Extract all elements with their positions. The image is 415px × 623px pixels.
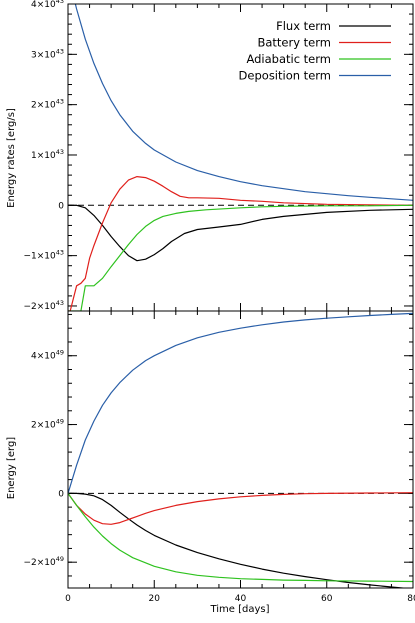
bottom-series [68, 312, 413, 588]
bottom-line-flux-term [68, 492, 409, 588]
top-line-battery-term [68, 176, 413, 311]
xtick-label: 20 [149, 594, 161, 604]
bottom-ytick-label: 2×1049 [31, 418, 64, 431]
bottom-ytick-label: −2×1049 [23, 555, 64, 568]
legend-label: Deposition term [239, 69, 331, 83]
bottom-ytick-exponent: 49 [56, 349, 64, 357]
bottom-ytick-label: 4×1049 [31, 349, 64, 362]
top-ytick-exponent: 43 [56, 0, 64, 5]
top-ytick-label: 0 [58, 201, 64, 211]
top-ytick-label: −2×1043 [23, 299, 64, 312]
top-ytick-exponent: 43 [56, 148, 64, 156]
bottom-ticks [67, 311, 414, 588]
top-ytick-exponent: 43 [56, 98, 64, 106]
top-frame [67, 3, 414, 312]
xtick-label: 60 [321, 594, 333, 604]
top-ytick-exponent: 43 [56, 47, 64, 55]
bottom-ytick-mantissa: −2×10 [23, 558, 56, 568]
top-ytick-label: −1×1043 [23, 249, 64, 262]
bottom-ytick-exponent: 49 [56, 555, 64, 563]
xlabel: Time [days] [209, 604, 269, 615]
top-ytick-mantissa: 3×10 [31, 50, 56, 60]
bottom-ytick-mantissa: 4×10 [31, 352, 56, 362]
legend-label: Adiabatic term [246, 52, 331, 66]
top-ytick-exponent: 43 [56, 249, 64, 257]
bottom-ytick-exponent: 49 [56, 418, 64, 426]
bottom-line-battery-term [68, 492, 413, 525]
legend-label: Battery term [257, 36, 331, 50]
xtick-label: 80 [407, 594, 415, 604]
top-ytick-mantissa: 1×10 [31, 151, 56, 161]
xtick-label: 0 [65, 594, 71, 604]
top-ticks [67, 3, 414, 311]
top-ytick-exponent: 43 [56, 299, 64, 307]
bottom-ytick-mantissa: 0 [58, 489, 64, 499]
top-ytick-mantissa: 2×10 [31, 101, 56, 111]
top-ytick-label: 3×1043 [31, 47, 64, 60]
top-line-flux-term [68, 204, 413, 262]
bottom-ytick-label: 0 [58, 489, 64, 499]
top-ylabel: Energy rates [erg/s] [6, 108, 17, 208]
top-panel: −2×1043−1×104301×10432×10433×10434×1043 … [6, 0, 414, 312]
bottom-ylabel: Energy [erg] [6, 437, 17, 500]
top-ytick-label: 1×1043 [31, 148, 64, 161]
xtick-label: 40 [235, 594, 247, 604]
bottom-line-deposition-term [68, 312, 413, 494]
bottom-line-adiabatic-term [68, 493, 413, 583]
top-ytick-mantissa: −1×10 [23, 252, 56, 262]
top-line-adiabatic-term [68, 204, 413, 311]
legend-label: Flux term [276, 19, 331, 33]
top-series [68, 4, 413, 311]
legend: Flux term Battery term Adiabatic term Depos… [239, 19, 391, 83]
top-line-deposition-term [74, 4, 413, 201]
top-ytick-mantissa: 0 [58, 201, 64, 211]
top-ytick-mantissa: −2×10 [23, 302, 56, 312]
bottom-ytick-mantissa: 2×10 [31, 421, 56, 431]
top-ytick-label: 2×1043 [31, 98, 64, 111]
top-ytick-mantissa: 4×10 [31, 0, 56, 10]
bottom-frame [67, 310, 414, 589]
xtick-labels: 0 20 40 60 80 [65, 594, 415, 604]
top-ytick-label: 4×1043 [31, 0, 64, 10]
